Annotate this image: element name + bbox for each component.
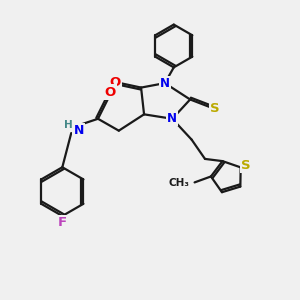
Text: S: S xyxy=(210,102,220,115)
Text: S: S xyxy=(241,159,251,172)
Text: CH₃: CH₃ xyxy=(168,178,189,188)
Text: O: O xyxy=(104,85,116,98)
Text: H: H xyxy=(64,120,73,130)
Text: F: F xyxy=(58,216,67,229)
Text: O: O xyxy=(109,76,121,89)
Text: N: N xyxy=(160,76,170,90)
Text: N: N xyxy=(74,124,84,136)
Text: N: N xyxy=(167,112,177,125)
